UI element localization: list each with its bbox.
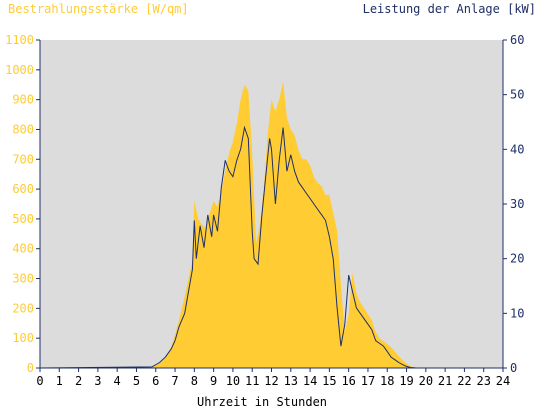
x-axis-ticks: 0 1 2 3 4 5 6 7 8 9 10 11 12 13 14 15 16 17 18 19 20 21 22 23 24	[36, 368, 510, 388]
left-tick-label: 500	[12, 212, 34, 226]
left-tick-label: 900	[12, 93, 34, 107]
right-axis-ticks: 0 10 20 30 40 50 60	[503, 33, 524, 375]
right-axis-label: Leistung der Anlage [kW]	[363, 2, 536, 16]
x-tick-label: 17	[361, 374, 375, 388]
x-tick-label: 14	[303, 374, 317, 388]
x-tick-label: 2	[75, 374, 82, 388]
x-tick-label: 5	[133, 374, 140, 388]
irradiance-area	[40, 81, 503, 368]
power-line	[39, 125, 503, 369]
right-tick-label: 10	[510, 306, 524, 320]
left-tick-label: 300	[12, 272, 34, 286]
x-tick-label: 12	[264, 374, 278, 388]
x-tick-label: 21	[438, 374, 452, 388]
x-tick-label: 13	[284, 374, 298, 388]
x-tick-label: 1	[56, 374, 63, 388]
left-tick-label: 100	[12, 331, 34, 345]
right-tick-label: 50	[510, 88, 524, 102]
x-tick-label: 15	[322, 374, 336, 388]
right-tick-label: 0	[510, 361, 517, 375]
left-tick-label: 1000	[5, 63, 34, 77]
x-tick-label: 19	[399, 374, 413, 388]
x-tick-label: 3	[94, 374, 101, 388]
x-tick-label: 18	[380, 374, 394, 388]
left-tick-label: 0	[27, 361, 34, 375]
left-tick-label: 200	[12, 301, 34, 315]
right-tick-label: 30	[510, 197, 524, 211]
left-tick-label: 800	[12, 122, 34, 136]
x-tick-label: 9	[210, 374, 217, 388]
left-tick-label: 400	[12, 242, 34, 256]
x-tick-label: 6	[152, 374, 159, 388]
x-tick-label: 10	[226, 374, 240, 388]
left-tick-label: 600	[12, 182, 34, 196]
x-tick-label: 8	[191, 374, 198, 388]
x-tick-label: 11	[245, 374, 259, 388]
right-tick-label: 60	[510, 33, 524, 47]
x-tick-label: 22	[457, 374, 471, 388]
right-tick-label: 20	[510, 252, 524, 266]
right-tick-label: 40	[510, 142, 524, 156]
left-axis-label: Bestrahlungsstärke [W/qm]	[8, 2, 189, 16]
left-tick-label: 1100	[5, 33, 34, 47]
x-tick-label: 20	[419, 374, 433, 388]
x-tick-label: 16	[341, 374, 355, 388]
x-tick-label: 4	[114, 374, 121, 388]
left-tick-label: 700	[12, 152, 34, 166]
x-tick-label: 23	[476, 374, 490, 388]
x-axis-label: Uhrzeit in Stunden	[197, 395, 327, 408]
x-tick-label: 24	[496, 374, 510, 388]
x-tick-label: 7	[171, 374, 178, 388]
left-axis-ticks: 0 100 200 300 400 500 600 700 800 900 1000 1100	[5, 33, 40, 375]
x-tick-label: 0	[36, 374, 43, 388]
